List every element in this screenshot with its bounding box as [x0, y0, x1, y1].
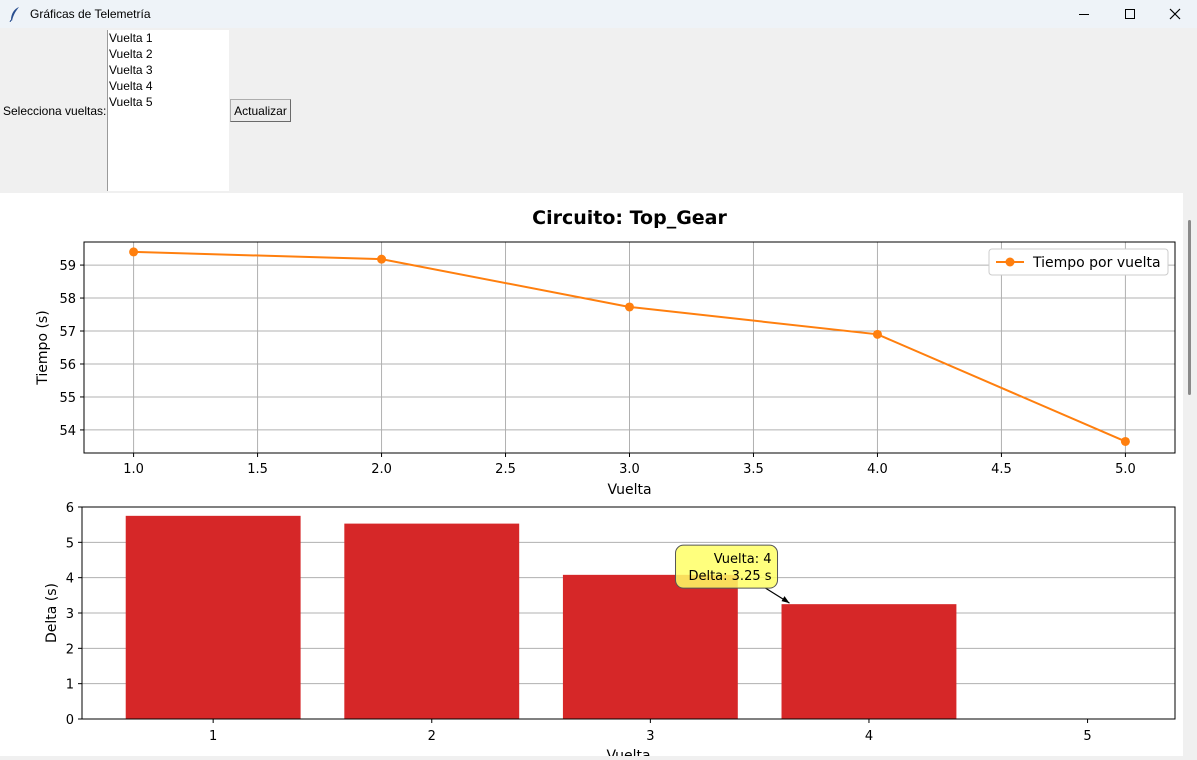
window-title: Gráficas de Telemetría	[30, 7, 151, 21]
update-button[interactable]: Actualizar	[230, 99, 291, 122]
line-chart-frame	[83, 241, 1176, 454]
vertical-scrollbar[interactable]	[1183, 193, 1197, 756]
minimize-icon	[1079, 14, 1089, 15]
line-chart-xtick-label: 1.0	[123, 462, 144, 477]
telemetry-figure: Circuito: Top_Gear 1.0 1.5 2.0 2.5 3.0 3.5 4.0 4…	[35, 207, 1176, 760]
bar-chart-xtick-label: 5	[1083, 729, 1091, 744]
close-button[interactable]	[1152, 0, 1197, 28]
line-chart-ytick-label: 55	[59, 391, 76, 406]
bar-chart-ytick-label: 2	[66, 642, 74, 657]
annotation-line-2: Delta: 3.25 s	[688, 569, 771, 584]
title-bar: Gráficas de Telemetría	[0, 0, 1197, 28]
bar-chart-ytick-label: 3	[66, 607, 74, 622]
line-chart-xtick-label: 2.5	[495, 462, 516, 477]
annotation-arrowhead	[781, 596, 790, 604]
line-chart-xtick-label: 1.5	[247, 462, 268, 477]
lap-option-3[interactable]: Vuelta 3	[109, 63, 153, 77]
maximize-button[interactable]	[1107, 0, 1153, 28]
select-laps-label: Selecciona vueltas:	[3, 104, 107, 118]
bar-chart-ylabel: Delta (s)	[44, 583, 60, 643]
annotation-box	[675, 544, 779, 589]
laps-listbox[interactable]: Vuelta 1 Vuelta 2 Vuelta 3 Vuelta 4 Vuel…	[107, 30, 229, 191]
line-chart-xtick-label: 3.0	[619, 462, 640, 477]
bar-chart-ytick-label: 6	[66, 501, 74, 516]
scrollbar-thumb[interactable]	[1188, 220, 1191, 395]
bar-chart-bar	[344, 523, 520, 719]
bar-chart-xtick-label: 3	[646, 729, 654, 744]
lap-option-1[interactable]: Vuelta 1	[109, 31, 153, 45]
line-chart-xtick-label: 5.0	[1115, 462, 1136, 477]
line-chart-point	[625, 302, 634, 312]
bar-chart-frame	[81, 506, 1176, 720]
lap-option-5[interactable]: Vuelta 5	[109, 95, 153, 109]
bar-chart-ytick-label: 5	[66, 536, 74, 551]
line-chart-ytick-label: 58	[59, 292, 76, 307]
bar-chart-xtick-label: 1	[209, 729, 217, 744]
line-chart-xtick-label: 2.0	[371, 462, 392, 477]
bar-chart-ytick-label: 1	[66, 678, 74, 693]
lap-option-2[interactable]: Vuelta 2	[109, 47, 153, 61]
line-chart-xtick-label: 3.5	[743, 462, 764, 477]
line-chart-ylabel: Tiempo (s)	[35, 310, 51, 385]
bar-chart-bar	[562, 574, 738, 719]
bar-chart-bar	[125, 515, 301, 719]
figure-canvas: Circuito: Top_Gear 1.0 1.5 2.0 2.5 3.0 3.5 4.0 4…	[0, 193, 1183, 760]
bar-chart-ytick-label: 4	[66, 572, 74, 587]
legend-marker	[1005, 257, 1015, 267]
bar-chart-xtick-label: 4	[865, 729, 873, 744]
line-chart-ytick-label: 59	[59, 259, 76, 274]
line-chart-point	[377, 254, 387, 264]
lap-option-4[interactable]: Vuelta 4	[109, 79, 153, 93]
chart-title: Circuito: Top_Gear	[532, 207, 727, 229]
line-chart-ytick-label: 54	[59, 424, 76, 439]
annotation-line-1: Vuelta: 4	[714, 552, 772, 567]
line-chart-point	[129, 247, 139, 257]
minimize-button[interactable]	[1061, 0, 1107, 28]
line-chart-xtick-label: 4.5	[991, 462, 1012, 477]
line-chart-point	[872, 329, 882, 339]
bar-chart-ytick-label: 0	[66, 713, 74, 728]
bar-chart-bar	[781, 604, 957, 719]
legend-box	[988, 248, 1169, 276]
feather-icon	[9, 7, 19, 22]
bar-chart-xlabel: Vuelta	[606, 748, 650, 756]
line-chart-xtick-label: 4.0	[867, 462, 888, 477]
line-chart-xlabel: Vuelta	[607, 482, 651, 498]
maximize-icon	[1125, 9, 1135, 19]
line-chart-point	[1120, 436, 1130, 446]
line-chart-ytick-label: 57	[59, 325, 76, 340]
bar-chart-xtick-label: 2	[428, 729, 436, 744]
close-icon	[1169, 8, 1181, 20]
legend-label: Tiempo por vuelta	[1032, 255, 1161, 271]
line-chart-ytick-label: 56	[59, 358, 76, 373]
